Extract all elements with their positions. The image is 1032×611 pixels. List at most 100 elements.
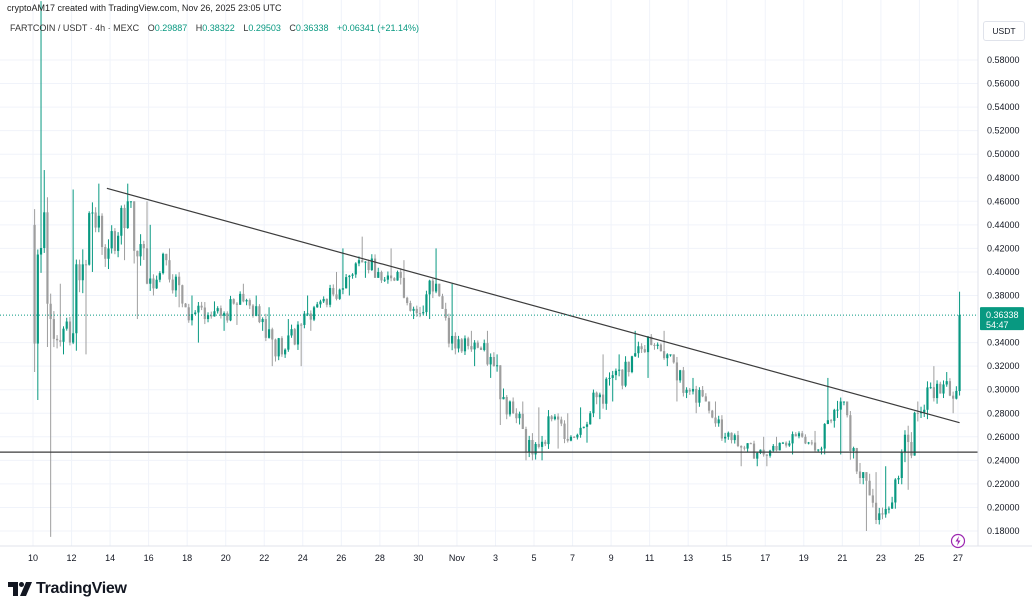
candle-body bbox=[903, 434, 907, 453]
candle bbox=[49, 293, 52, 537]
candle bbox=[232, 298, 235, 305]
candle bbox=[402, 260, 406, 299]
time-tick: 20 bbox=[221, 553, 231, 563]
candle-body bbox=[823, 423, 826, 449]
candle-body bbox=[589, 413, 592, 425]
candle-body bbox=[948, 381, 952, 396]
candle-body bbox=[810, 442, 813, 444]
price-tick: 0.38000 bbox=[987, 291, 1020, 301]
trendline[interactable] bbox=[106, 187, 960, 424]
candle-body bbox=[711, 410, 714, 418]
candle bbox=[512, 397, 515, 415]
candle-body bbox=[717, 419, 720, 424]
candle-body bbox=[919, 412, 923, 414]
last-price-value: 0.36338 bbox=[986, 310, 1019, 320]
candle-body bbox=[367, 261, 370, 271]
candle-body bbox=[418, 313, 422, 315]
candle bbox=[454, 332, 457, 355]
candle bbox=[618, 354, 621, 377]
candle-body bbox=[720, 419, 724, 439]
candle bbox=[756, 451, 759, 467]
candle-body bbox=[178, 276, 181, 286]
symbol-name[interactable]: FARTCOIN / USDT · 4h · MEXC bbox=[10, 23, 140, 33]
candle-body bbox=[958, 315, 961, 392]
candle-body bbox=[210, 315, 213, 317]
candle-body bbox=[75, 264, 78, 334]
candle bbox=[672, 354, 675, 364]
time-axis[interactable]: 10 12 14 16 18 20 22 24 26 28 30 Nov 3 5 7 9 11 13 15 17 19 2… bbox=[28, 553, 963, 563]
candle-body bbox=[807, 442, 810, 444]
candle-body bbox=[203, 307, 206, 320]
candle bbox=[563, 420, 566, 444]
candle-body bbox=[239, 293, 242, 305]
candle-body bbox=[454, 335, 457, 349]
candle-body bbox=[566, 438, 569, 441]
candle bbox=[679, 369, 682, 383]
candle bbox=[778, 442, 781, 451]
candle bbox=[242, 283, 245, 303]
candle-body bbox=[229, 299, 232, 321]
candle bbox=[332, 284, 335, 297]
candle bbox=[746, 443, 749, 452]
candle-body bbox=[370, 258, 373, 271]
candle-body bbox=[640, 346, 643, 350]
price-tick: 0.40000 bbox=[987, 267, 1020, 277]
candle-body bbox=[605, 378, 608, 404]
candle-body bbox=[531, 439, 534, 455]
candle-body bbox=[813, 442, 817, 451]
candle bbox=[309, 310, 312, 331]
candle-body bbox=[206, 315, 210, 320]
candle-body bbox=[136, 250, 139, 257]
candle bbox=[573, 436, 576, 439]
candle bbox=[335, 271, 338, 301]
candle-body bbox=[871, 495, 874, 503]
candle-body bbox=[165, 253, 168, 261]
candle bbox=[939, 381, 942, 394]
currency-button[interactable]: USDT bbox=[983, 21, 1025, 41]
candle bbox=[637, 341, 640, 358]
candle-body bbox=[328, 288, 332, 305]
time-tick: 15 bbox=[722, 553, 732, 563]
lightning-icon[interactable] bbox=[950, 533, 966, 549]
candle bbox=[900, 449, 903, 485]
tradingview-logo[interactable]: TradingView bbox=[8, 580, 127, 598]
candle bbox=[907, 425, 910, 490]
candle bbox=[438, 283, 441, 297]
candle bbox=[178, 272, 181, 308]
candle bbox=[524, 426, 528, 461]
candle bbox=[325, 298, 328, 308]
candle-body bbox=[412, 308, 415, 311]
candle-body bbox=[601, 394, 605, 404]
candle-body bbox=[68, 321, 72, 343]
candle bbox=[926, 381, 929, 420]
candle-body bbox=[52, 319, 55, 339]
candle-body bbox=[528, 439, 531, 452]
candle bbox=[351, 273, 354, 279]
candle-body bbox=[296, 324, 300, 345]
candle-body bbox=[158, 273, 161, 280]
candle-body bbox=[508, 401, 512, 415]
close-value: 0.36338 bbox=[295, 23, 329, 33]
candle bbox=[492, 352, 495, 367]
candle bbox=[75, 259, 78, 351]
candle bbox=[891, 496, 894, 509]
candle bbox=[868, 473, 871, 496]
candle-body bbox=[499, 365, 502, 400]
candle bbox=[373, 254, 377, 278]
candle bbox=[695, 385, 698, 414]
candle-body bbox=[785, 442, 788, 446]
candle bbox=[884, 466, 887, 518]
candle bbox=[743, 445, 746, 451]
candle-body bbox=[910, 442, 913, 456]
candle-body bbox=[756, 452, 759, 459]
candle-body bbox=[781, 442, 785, 444]
candle-body bbox=[59, 340, 62, 342]
candle bbox=[823, 423, 826, 455]
time-tick: 22 bbox=[259, 553, 269, 563]
candle bbox=[117, 232, 120, 258]
candle bbox=[145, 201, 149, 285]
candle-body bbox=[409, 303, 412, 311]
price-axis[interactable]: 0.58000 0.56000 0.54000 0.52000 0.50000 0.480… bbox=[980, 55, 1024, 536]
candle bbox=[226, 311, 229, 323]
